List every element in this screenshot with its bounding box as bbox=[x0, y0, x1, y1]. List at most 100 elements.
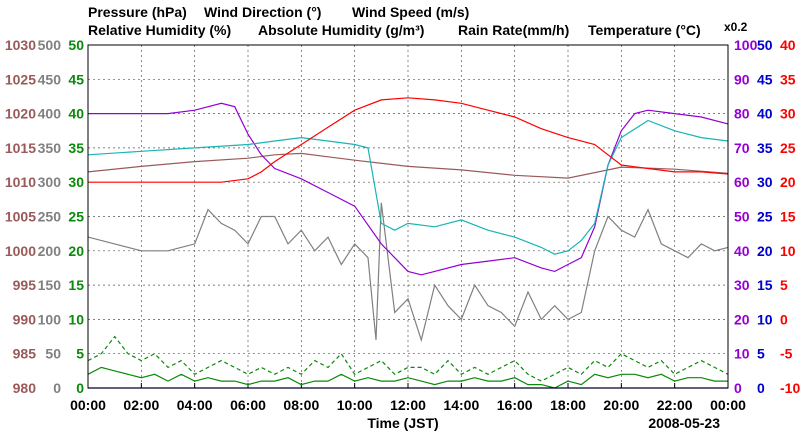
x-tick-label: 06:00 bbox=[230, 397, 266, 413]
tick-label-temperature: 20 bbox=[780, 174, 796, 190]
abs-humidity-scale-note: x0.2 bbox=[724, 20, 748, 34]
tick-label-wind-direction: 0 bbox=[53, 380, 61, 396]
tick-label-wind-direction: 400 bbox=[38, 106, 62, 122]
tick-label-relative-humidity: 20 bbox=[734, 311, 750, 327]
tick-label-relative-humidity: 30 bbox=[734, 277, 750, 293]
tick-label-rain-rate: 40 bbox=[757, 106, 773, 122]
tick-label-rain-rate: 45 bbox=[757, 71, 773, 87]
right-axes: 1009080706050403020100504540353025201510… bbox=[734, 37, 800, 396]
legend-temperature: Temperature (°C) bbox=[588, 22, 701, 38]
tick-label-pressure: 980 bbox=[13, 380, 37, 396]
tick-label-pressure: 1030 bbox=[5, 37, 36, 53]
series-line-temperature bbox=[88, 97, 729, 183]
tick-label-wind-speed: 50 bbox=[68, 37, 84, 53]
tick-label-wind-speed: 5 bbox=[76, 346, 84, 362]
tick-label-pressure: 995 bbox=[13, 277, 37, 293]
tick-label-temperature: 15 bbox=[780, 209, 796, 225]
tick-label-temperature: -5 bbox=[780, 346, 793, 362]
tick-label-wind-speed: 40 bbox=[68, 106, 84, 122]
tick-label-rain-rate: 10 bbox=[757, 311, 773, 327]
series-line-relative-humidity bbox=[88, 102, 729, 276]
x-tick-label: 04:00 bbox=[177, 397, 213, 413]
tick-label-rain-rate: 35 bbox=[757, 140, 773, 156]
series-line-wind-speed bbox=[87, 366, 728, 389]
tick-label-relative-humidity: 50 bbox=[734, 209, 750, 225]
legend-relative-humidity: Relative Humidity (%) bbox=[88, 22, 231, 38]
x-axis-label: Time (JST) bbox=[367, 415, 438, 431]
tick-label-relative-humidity: 70 bbox=[734, 140, 750, 156]
tick-label-rain-rate: 5 bbox=[757, 346, 765, 362]
tick-label-wind-speed: 25 bbox=[68, 209, 84, 225]
plot-frame bbox=[87, 44, 729, 389]
tick-label-wind-direction: 500 bbox=[38, 37, 62, 53]
tick-label-wind-speed: 15 bbox=[68, 277, 84, 293]
tick-label-wind-direction: 350 bbox=[38, 140, 62, 156]
tick-label-relative-humidity: 40 bbox=[734, 243, 750, 259]
grid bbox=[88, 45, 728, 388]
tick-label-temperature: 30 bbox=[780, 106, 796, 122]
tick-label-wind-speed: 0 bbox=[76, 380, 84, 396]
tick-label-temperature: 5 bbox=[780, 277, 788, 293]
tick-label-relative-humidity: 90 bbox=[734, 71, 750, 87]
legend-pressure: Pressure (hPa) bbox=[88, 4, 187, 20]
x-tick-label: 00:00 bbox=[710, 397, 746, 413]
tick-label-relative-humidity: 10 bbox=[734, 346, 750, 362]
x-tick-label: 22:00 bbox=[657, 397, 693, 413]
x-tick-label: 02:00 bbox=[123, 397, 159, 413]
tick-label-pressure: 1005 bbox=[5, 209, 36, 225]
tick-label-pressure: 1025 bbox=[5, 71, 36, 87]
tick-label-rain-rate: 20 bbox=[757, 243, 773, 259]
tick-label-pressure: 990 bbox=[13, 311, 37, 327]
tick-label-pressure: 1015 bbox=[5, 140, 36, 156]
series-line-pressure bbox=[87, 152, 729, 179]
tick-label-rain-rate: 30 bbox=[757, 174, 773, 190]
tick-label-wind-direction: 200 bbox=[38, 243, 62, 259]
legend-wind-direction: Wind Direction (°) bbox=[204, 4, 321, 20]
left-axes: 1030102510201015101010051000995990985980… bbox=[5, 37, 84, 396]
legend-wind-speed: Wind Speed (m/s) bbox=[352, 4, 469, 20]
tick-label-rain-rate: 50 bbox=[757, 37, 773, 53]
tick-label-temperature: 10 bbox=[780, 243, 796, 259]
tick-label-pressure: 1020 bbox=[5, 106, 36, 122]
tick-label-wind-direction: 450 bbox=[38, 71, 62, 87]
tick-label-temperature: 25 bbox=[780, 140, 796, 156]
date-label: 2008-05-23 bbox=[648, 415, 720, 431]
x-tick-label: 18:00 bbox=[550, 397, 586, 413]
tick-label-relative-humidity: 100 bbox=[734, 37, 758, 53]
tick-label-temperature: 35 bbox=[780, 71, 796, 87]
tick-label-relative-humidity: 0 bbox=[734, 380, 742, 396]
tick-label-wind-speed: 45 bbox=[68, 71, 84, 87]
x-tick-label: 00:00 bbox=[70, 397, 106, 413]
x-tick-label: 20:00 bbox=[603, 397, 639, 413]
tick-label-wind-direction: 150 bbox=[38, 277, 62, 293]
tick-label-relative-humidity: 60 bbox=[734, 174, 750, 190]
series-line-absolute-humidity bbox=[87, 119, 729, 255]
tick-label-temperature: 40 bbox=[780, 37, 796, 53]
tick-label-wind-direction: 100 bbox=[38, 311, 62, 327]
tick-label-wind-direction: 250 bbox=[38, 209, 62, 225]
x-tick-label: 10:00 bbox=[337, 397, 373, 413]
tick-label-wind-speed: 30 bbox=[68, 174, 84, 190]
x-tick-label: 08:00 bbox=[283, 397, 319, 413]
series-line-wind-direction bbox=[87, 202, 729, 343]
tick-label-wind-speed: 35 bbox=[68, 140, 84, 156]
tick-label-wind-direction: 300 bbox=[38, 174, 62, 190]
x-axis: 00:00 02:00 04:00 06:00 08:00 10:00 12:00 14:00… bbox=[70, 383, 746, 413]
legend-absolute-humidity: Absolute Humidity (g/m³) bbox=[258, 22, 424, 38]
tick-label-wind-speed: 10 bbox=[68, 311, 84, 327]
tick-label-wind-speed: 20 bbox=[68, 243, 84, 259]
tick-label-rain-rate: 0 bbox=[757, 380, 765, 396]
tick-label-temperature: 0 bbox=[780, 311, 788, 327]
tick-label-rain-rate: 15 bbox=[757, 277, 773, 293]
tick-label-relative-humidity: 80 bbox=[734, 106, 750, 122]
series-line-wind-speed bbox=[87, 335, 729, 382]
x-tick-label: 12:00 bbox=[390, 397, 426, 413]
tick-label-temperature: -10 bbox=[780, 380, 800, 396]
x-tick-label: 14:00 bbox=[443, 397, 479, 413]
x-tick-label: 16:00 bbox=[497, 397, 533, 413]
tick-label-wind-direction: 50 bbox=[45, 346, 61, 362]
tick-label-pressure: 1000 bbox=[5, 243, 36, 259]
legend-rain-rate: Rain Rate(mm/h) bbox=[458, 22, 569, 38]
tick-label-pressure: 985 bbox=[13, 346, 37, 362]
